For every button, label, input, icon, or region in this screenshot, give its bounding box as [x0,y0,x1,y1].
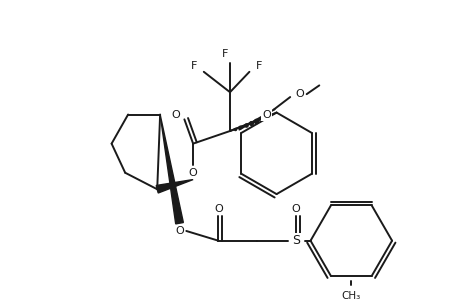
Polygon shape [156,179,193,193]
Text: F: F [222,49,228,59]
Text: O: O [213,204,222,214]
Text: O: O [295,89,303,99]
Text: O: O [175,226,184,236]
Text: O: O [262,110,271,119]
Text: O: O [188,168,197,178]
Polygon shape [160,115,183,224]
Text: S: S [291,234,299,247]
Text: O: O [291,204,300,214]
Text: F: F [190,61,197,71]
Text: CH₃: CH₃ [341,291,360,300]
Text: F: F [255,61,262,71]
Text: O: O [171,110,179,119]
